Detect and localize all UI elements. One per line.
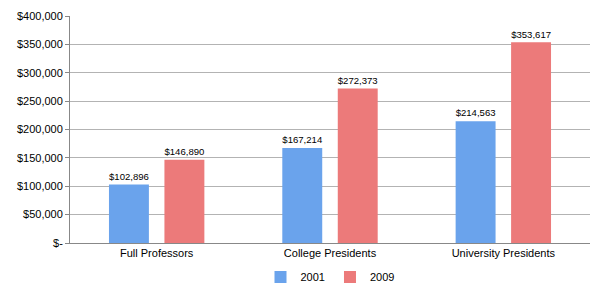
svg-text:$200,000: $200,000 [17,123,63,135]
svg-text:2001: 2001 [301,271,325,283]
svg-text:College Presidents: College Presidents [284,247,377,259]
svg-text:$100,000: $100,000 [17,180,63,192]
svg-text:$167,214: $167,214 [282,134,323,145]
svg-text:$-: $- [53,237,63,249]
svg-text:$150,000: $150,000 [17,152,63,164]
svg-text:$102,896: $102,896 [109,171,149,182]
svg-text:University Presidents: University Presidents [452,247,556,259]
svg-text:$300,000: $300,000 [17,67,63,79]
svg-text:$250,000: $250,000 [17,95,63,107]
svg-text:$353,617: $353,617 [511,29,551,40]
svg-text:Full Professors: Full Professors [120,247,194,259]
svg-text:2009: 2009 [370,271,394,283]
svg-text:$400,000: $400,000 [17,10,63,22]
svg-text:$214,563: $214,563 [456,107,496,118]
svg-text:$50,000: $50,000 [23,208,63,220]
svg-text:$350,000: $350,000 [17,38,63,50]
svg-text:$272,373: $272,373 [338,75,378,86]
svg-text:$146,890: $146,890 [164,146,204,157]
